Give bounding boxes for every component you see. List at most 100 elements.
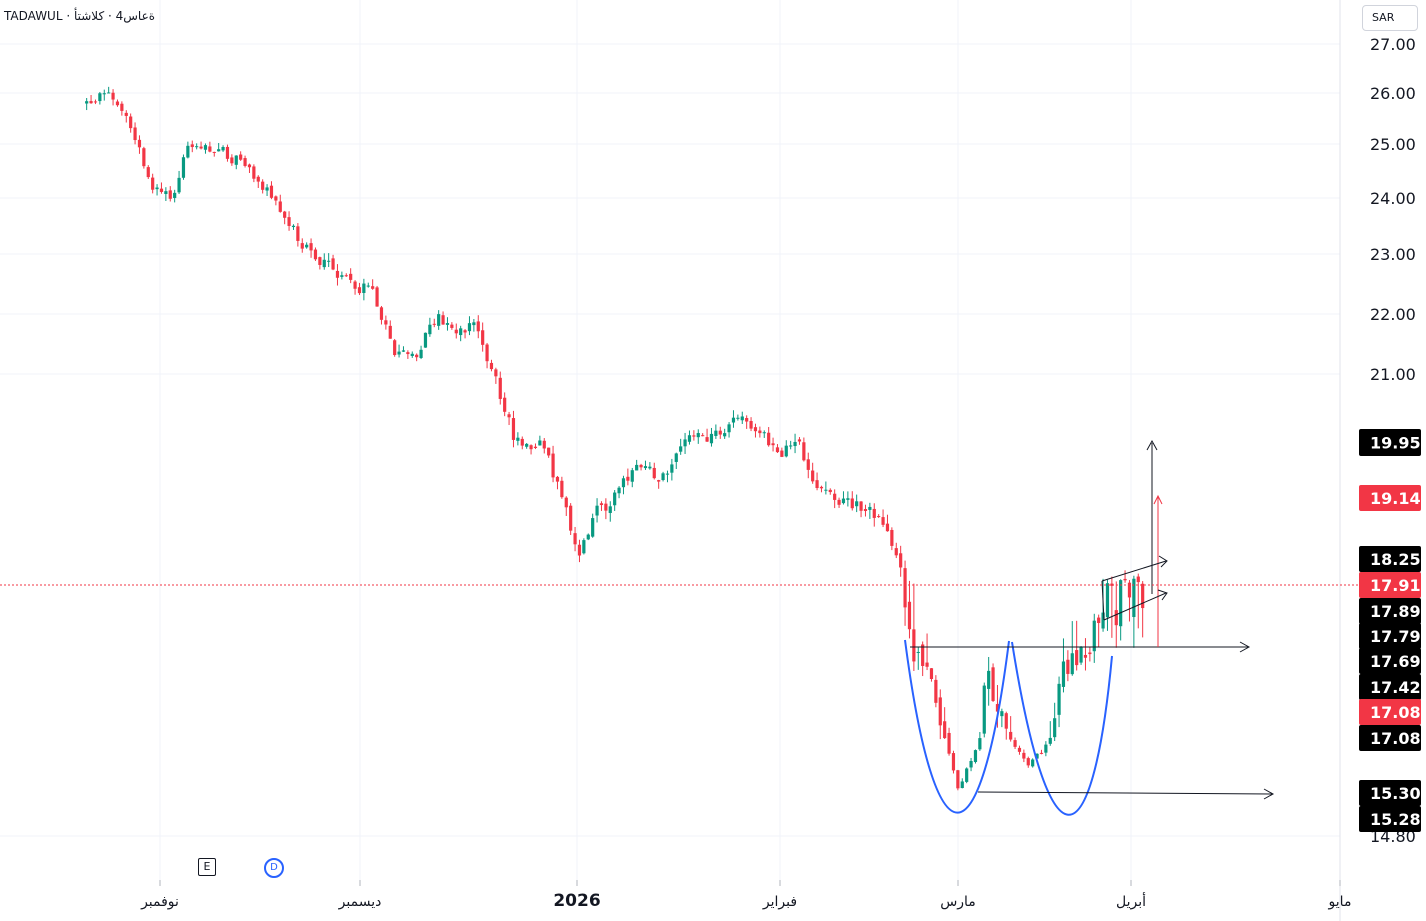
candle <box>1013 737 1017 749</box>
candle <box>1053 702 1057 742</box>
candle <box>243 155 247 168</box>
candle <box>1057 676 1061 728</box>
price-label: 17.89 <box>1359 598 1421 624</box>
candle <box>956 769 960 791</box>
candle <box>850 491 854 511</box>
candle <box>375 285 379 307</box>
candle <box>1039 749 1044 755</box>
candle <box>393 338 397 357</box>
candle <box>1132 575 1136 648</box>
svg-text:17.69: 17.69 <box>1370 652 1421 671</box>
candle <box>1031 758 1035 768</box>
candle <box>300 238 304 253</box>
date-label: نوفمبر <box>140 894 179 910</box>
candle <box>349 268 353 284</box>
candle <box>89 94 93 104</box>
candle <box>168 186 172 202</box>
candle <box>335 264 340 286</box>
candle <box>621 475 626 495</box>
candle <box>696 429 700 444</box>
candle <box>410 351 414 358</box>
candle <box>877 514 881 518</box>
candle <box>388 320 392 339</box>
candle <box>542 438 546 454</box>
candle <box>973 749 978 764</box>
candle <box>1092 613 1096 663</box>
price-label: 15.28 <box>1359 806 1421 832</box>
candle <box>736 414 740 421</box>
candle <box>837 497 841 508</box>
candle <box>1088 646 1092 662</box>
candle <box>643 460 648 470</box>
candle <box>256 175 260 188</box>
candle <box>591 513 595 538</box>
candle <box>833 489 837 509</box>
cup-pattern-right <box>1011 641 1113 816</box>
candle <box>789 440 793 450</box>
price-label: 19.95 <box>1359 429 1421 456</box>
candle <box>322 253 326 270</box>
price-tick-label: 25.00 <box>1370 135 1416 154</box>
candle <box>146 165 150 179</box>
svg-text:17.91: 17.91 <box>1370 576 1421 595</box>
candle <box>855 494 859 513</box>
dividend-marker[interactable]: D <box>264 858 284 878</box>
price-label: 17.79 <box>1359 623 1421 649</box>
candle <box>934 675 938 708</box>
candle <box>859 501 863 518</box>
svg-text:17.89: 17.89 <box>1370 602 1421 621</box>
candle <box>278 194 282 213</box>
candle <box>573 526 577 552</box>
candle <box>406 350 410 359</box>
candle <box>415 353 419 362</box>
candle <box>868 502 872 519</box>
svg-text:19.95: 19.95 <box>1370 434 1421 453</box>
candle <box>753 423 758 438</box>
candle <box>841 491 846 505</box>
candle <box>463 329 467 339</box>
date-label: مايو <box>1328 894 1352 910</box>
candle <box>371 279 375 290</box>
candle <box>261 179 265 194</box>
candle <box>450 322 454 330</box>
candle <box>604 498 608 520</box>
chart-grid <box>0 0 1341 921</box>
candle <box>793 433 797 454</box>
candle <box>296 223 300 247</box>
candle <box>217 143 221 152</box>
candle <box>890 527 894 551</box>
bottom-line-arrow <box>977 791 1273 795</box>
candle <box>846 491 850 507</box>
candle <box>661 471 665 482</box>
red-target-arrow-head <box>1153 494 1163 505</box>
candle <box>1083 638 1088 671</box>
date-axis: نوفمبر ديسمبر 2026 فبراير مارس أبريل مايو <box>140 880 1351 911</box>
candle <box>159 182 164 194</box>
candle <box>960 778 964 789</box>
candle <box>740 411 744 424</box>
candle <box>824 481 828 495</box>
price-tick-label: 22.00 <box>1370 305 1416 324</box>
candle <box>203 143 208 154</box>
candle <box>432 318 436 328</box>
price-labels: 19.95 19.14 18.25 17.91 17.89 17.79 17.69 17.42… <box>1359 429 1421 832</box>
candle <box>797 437 802 445</box>
candle <box>137 135 142 154</box>
svg-text:15.28: 15.28 <box>1370 810 1421 829</box>
candle <box>247 163 252 173</box>
flag-lower-head <box>1157 589 1168 601</box>
candle <box>485 342 489 369</box>
earnings-marker[interactable]: E <box>198 858 216 876</box>
candle <box>481 322 485 352</box>
candle <box>560 476 564 499</box>
candle <box>547 447 551 458</box>
candle <box>225 144 230 162</box>
candle <box>1123 570 1127 583</box>
candle <box>723 428 727 439</box>
candle <box>780 447 784 458</box>
currency-selector[interactable]: SAR <box>1362 5 1418 31</box>
bottom-line-arrow-head <box>1263 788 1275 800</box>
candle <box>221 145 225 152</box>
candle <box>1004 711 1008 740</box>
